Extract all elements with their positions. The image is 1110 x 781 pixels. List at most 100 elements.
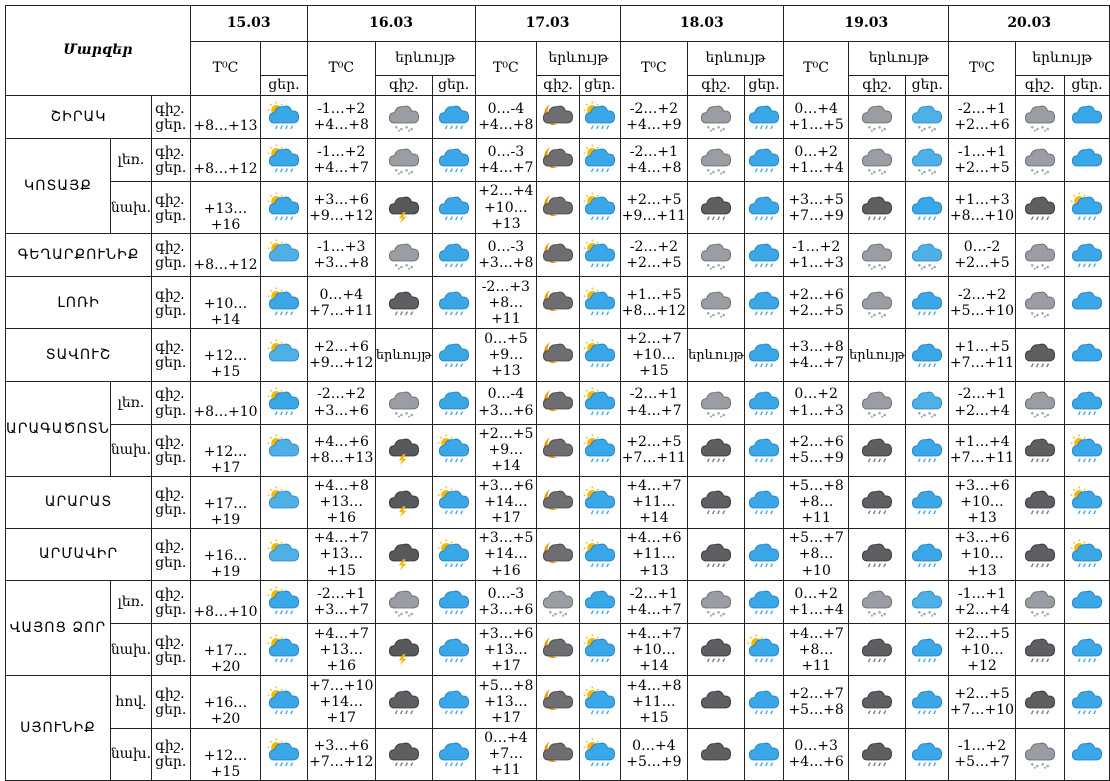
day-header: ցեր. <box>260 75 308 96</box>
day-temp: +13…+15 <box>319 546 364 579</box>
day-temp: +14…+16 <box>484 546 528 579</box>
sun-cloud-rain-icon <box>262 100 306 134</box>
cloud-snow-icon <box>376 386 431 420</box>
cloud-sleet-icon <box>906 100 948 134</box>
temp-cell: -1…+2 +4…+8 <box>306 95 376 139</box>
cloud-rain-icon <box>745 485 782 519</box>
day-icon-cell <box>743 95 785 139</box>
day-icon-cell <box>904 580 950 625</box>
cloud-rain-icon <box>906 538 948 572</box>
day-icon-cell <box>431 138 476 182</box>
day-icon-cell <box>1063 580 1110 625</box>
night-temp: -1…+2 <box>317 100 366 117</box>
dark-cloud-rain-icon <box>850 433 905 467</box>
moon-cloud-icon <box>538 338 579 372</box>
night-icon-cell <box>536 675 580 729</box>
day-temp: +4…+8 <box>478 117 534 133</box>
night-icon-cell <box>536 623 580 677</box>
night-icon-cell <box>848 727 906 781</box>
night-temp: +2…+6 <box>788 286 844 303</box>
moon-cloud-icon <box>538 386 579 420</box>
night-icon-cell <box>1014 180 1065 235</box>
night-temp: +4…+6 <box>313 434 369 451</box>
day-icon-cell <box>1063 180 1110 235</box>
day-temp: +4…+7 <box>626 602 682 619</box>
cloud-rain-icon <box>745 737 782 771</box>
phen-header: երևույթ <box>1014 41 1110 76</box>
temp-cell: +4…+7 +11…+14 <box>619 475 689 529</box>
cloud-rain-icon <box>745 238 782 272</box>
moon-cloud-icon <box>538 238 579 272</box>
night-icon-cell <box>848 527 906 582</box>
day-icon-cell <box>431 675 476 729</box>
cloud-rain-icon <box>745 286 782 320</box>
cloud-rain-icon <box>433 338 474 372</box>
temp-cell: 0…+2 +1…+4 <box>783 138 850 182</box>
day-temp: +8…+11 <box>798 641 834 674</box>
night-temp: 0…+4 <box>484 729 528 746</box>
date-header: 19.03 <box>783 5 950 42</box>
temp-cell: 0…-2 +2…+5 <box>948 233 1016 278</box>
cloud-icon <box>1065 143 1108 177</box>
cloud-rain-icon <box>745 386 782 420</box>
cloud-snow-icon <box>850 386 905 420</box>
day-label: ցեր. <box>155 754 187 771</box>
sun-cloud-rain-icon <box>580 143 619 177</box>
day-header: ցեր. <box>431 75 476 96</box>
dark-cloud-rain-icon <box>376 286 431 320</box>
day-temp: +7…+11 <box>949 450 1015 467</box>
temp-cell: +3…+6 +10…+13 <box>948 475 1016 529</box>
night-icon-cell <box>687 233 745 278</box>
sun-cloud-rain-icon <box>1065 538 1108 572</box>
cloud-snow-icon <box>689 100 744 134</box>
temp-cell: +2…+6 +2…+5 <box>783 276 850 330</box>
night-header: գիշ. <box>687 75 745 96</box>
day-icon-cell <box>578 276 621 330</box>
cloud-snow-icon <box>1016 585 1063 619</box>
night-icon-cell <box>848 95 906 139</box>
temp-cell: +4…+7 +8…+11 <box>783 623 850 677</box>
night-temp: +1…+4 <box>954 434 1010 451</box>
temp-cell: -1…+2 +4…+7 <box>306 138 376 182</box>
temp-cell: +4…+8 +13…+16 <box>306 475 376 529</box>
day-icon-cell <box>904 380 950 425</box>
day-label: ցեր. <box>155 602 187 619</box>
temp-cell: +3…+5 +7…+9 <box>783 180 850 235</box>
day-temp: +7…+10 <box>949 701 1015 718</box>
night-label: գիշ. <box>155 586 185 603</box>
day-icon-cell <box>904 623 950 677</box>
dark-cloud-rain-icon <box>376 685 431 719</box>
dark-cloud-rain-icon <box>1016 538 1063 572</box>
night-icon-cell <box>536 727 580 781</box>
temp-header: T⁰C <box>783 41 850 96</box>
night-icon-cell <box>687 623 745 677</box>
day-icon-cell <box>431 527 476 582</box>
sun-cloud-rain-icon <box>433 433 474 467</box>
night-temp: 0…-3 <box>487 586 525 603</box>
sun-cloud-rain-icon <box>580 386 619 420</box>
time-labels: գիշ. ցեր. <box>151 180 191 235</box>
sun-cloud-rain-icon <box>433 538 474 572</box>
night-icon-cell: երևույթ <box>848 328 906 382</box>
night-temp: +3…+6 <box>313 191 369 208</box>
day-temp: +13…+17 <box>484 693 528 726</box>
day-temp: +7…+11 <box>309 302 374 319</box>
night-icon-cell <box>1014 675 1065 729</box>
thunderstorm-icon <box>376 191 431 225</box>
region-name: ԼՈՌԻ <box>4 276 153 330</box>
cloud-rain-icon <box>433 737 474 771</box>
day-temp: +7…+11 <box>488 746 524 779</box>
cloud-sleet-icon <box>906 238 948 272</box>
cloud-rain-icon <box>906 286 948 320</box>
night-icon-cell <box>536 233 580 278</box>
temp-cell: -2…+2 +5…+10 <box>948 276 1016 330</box>
phen-header <box>260 41 308 76</box>
day-temp: +10…+15 <box>632 346 676 380</box>
night-icon-cell <box>687 527 745 582</box>
dark-cloud-rain-icon <box>850 538 905 572</box>
dark-cloud-rain-icon <box>689 485 744 519</box>
temp-cell: +10…+14 <box>189 276 262 330</box>
night-temp: -1…+1 <box>957 586 1007 603</box>
time-labels: գիշ. ցեր. <box>151 527 191 582</box>
night-icon-cell <box>374 276 433 330</box>
